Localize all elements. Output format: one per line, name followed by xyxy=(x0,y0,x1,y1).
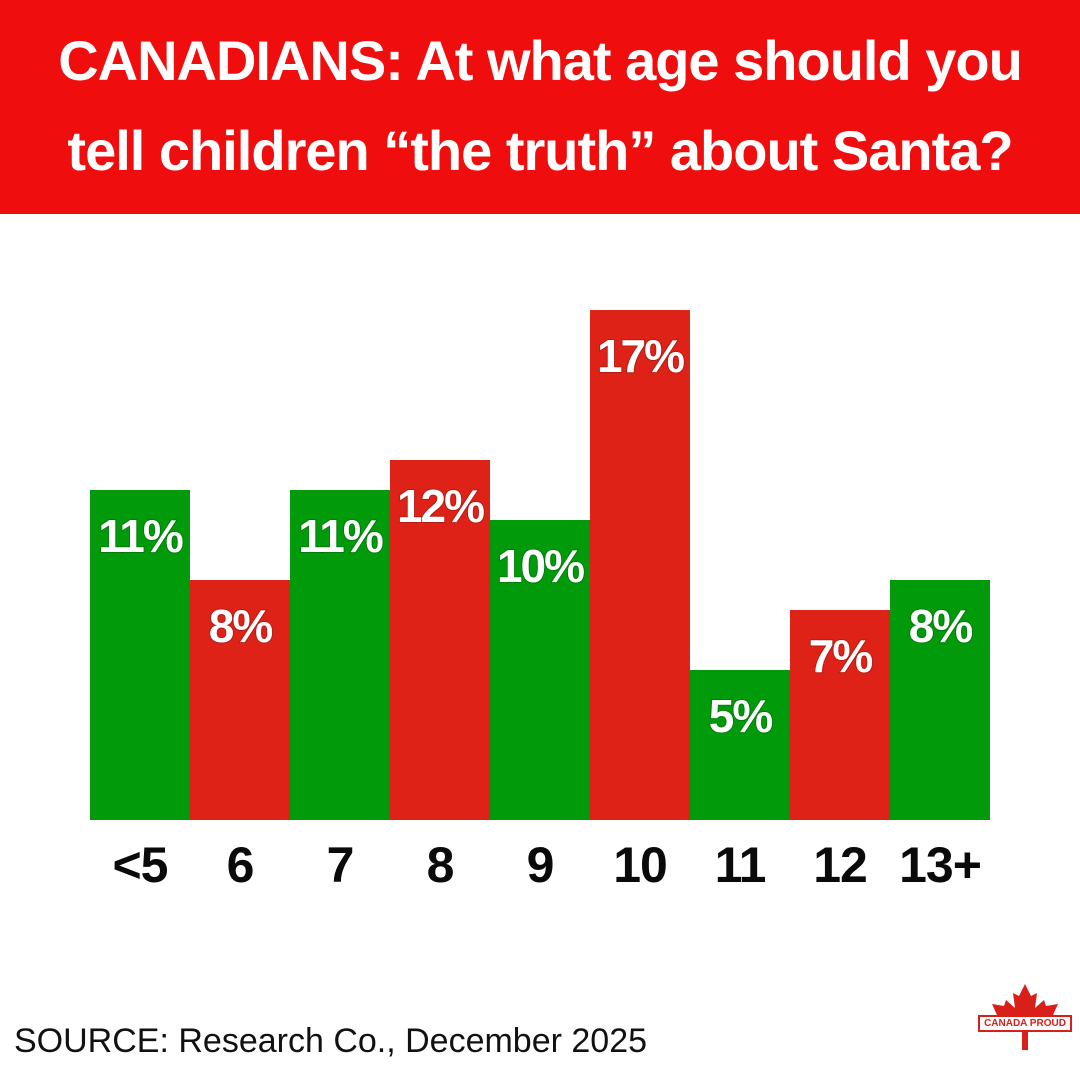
bar-value-label: 7% xyxy=(809,630,873,682)
title-banner: CANADIANS: At what age should you tell c… xyxy=(0,0,1080,214)
category-labels-group: <5 6 7 8 9 10 11 12 13+ xyxy=(112,837,981,893)
source-note: SOURCE: Research Co., December 2025 xyxy=(14,1022,648,1060)
canada-proud-logo: CANADA PROUD xyxy=(978,982,1072,1054)
category-label: 10 xyxy=(613,837,667,893)
bar-value-label: 5% xyxy=(709,690,773,742)
bar-3 xyxy=(390,460,490,820)
bar-8 xyxy=(890,580,990,820)
bar-7 xyxy=(790,610,890,820)
category-label: 11 xyxy=(715,837,766,893)
page-title-line-2: tell children “the truth” about Santa? xyxy=(67,119,1013,182)
bar-value-label: 17% xyxy=(597,330,684,382)
bar-2 xyxy=(290,490,390,820)
bar-value-label: 12% xyxy=(397,480,484,532)
category-label: <5 xyxy=(112,837,167,893)
bar-5 xyxy=(590,310,690,820)
category-label: 13+ xyxy=(899,837,981,893)
category-label: 6 xyxy=(227,837,254,893)
bar-value-label: 11% xyxy=(298,510,383,562)
bar-1 xyxy=(190,580,290,820)
bar-0 xyxy=(90,490,190,820)
logo-text: CANADA PROUD xyxy=(978,1015,1072,1032)
bar-value-label: 8% xyxy=(909,600,973,652)
bars-group xyxy=(90,310,990,820)
bar-chart: 11% 8% 11% 12%10% 17% 5% 7% 8% <5 6 7 8 9 10 11 12 13+ xyxy=(90,310,990,893)
category-label: 7 xyxy=(327,837,354,893)
bar-value-label: 11% xyxy=(98,510,183,562)
page-title-line-1: CANADIANS: At what age should you xyxy=(58,29,1023,92)
bar-4 xyxy=(490,520,590,820)
bar-6 xyxy=(690,670,790,820)
bar-value-label: 8% xyxy=(209,600,273,652)
category-label: 9 xyxy=(527,837,554,893)
category-label: 8 xyxy=(427,837,454,893)
bar-value-label: 10% xyxy=(497,540,584,592)
category-label: 12 xyxy=(813,837,867,893)
value-labels-group: 11% 8% 11% 12%10% 17% 5% 7% 8% xyxy=(97,329,975,743)
